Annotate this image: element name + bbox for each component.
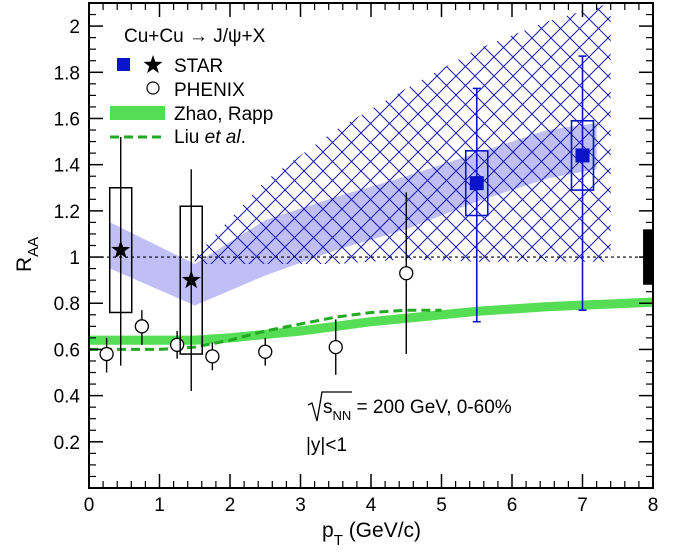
x-axis-title-unit: (GeV/c) (343, 519, 421, 542)
legend-zhao-label: Zhao, Rapp (174, 104, 273, 125)
legend-title: Cu+Cu → J/ψ+X (124, 26, 266, 47)
x-tick-label: 5 (436, 495, 447, 516)
energy-rest: = 200 GeV, 0-60% (351, 397, 511, 418)
y-tick-label: 0.8 (54, 294, 80, 315)
energy-sqrt-s: s (323, 397, 333, 418)
phenix-point (169, 337, 185, 352)
legend-liu-italic: et al (205, 127, 242, 148)
y-tick-label: 1.4 (54, 156, 81, 177)
x-tick-label: 8 (648, 495, 659, 516)
phenix-point (134, 319, 150, 334)
y-tick-label: 1.8 (54, 63, 80, 84)
x-axis-title-main: p (322, 519, 334, 542)
phenix-point (399, 266, 414, 281)
phenix-point (205, 349, 220, 364)
y-tick-label: 0.2 (54, 433, 80, 454)
legend-phenix-label: PHENIX (174, 80, 245, 101)
square-sys-box (464, 150, 489, 217)
legend-star-label: STAR (174, 56, 223, 77)
legend-star-icon (143, 55, 163, 74)
rapidity-label: |y|<1 (306, 435, 347, 456)
x-tick-label: 7 (577, 495, 588, 516)
zhao-rapp-band (89, 297, 653, 345)
x-tick-label: 6 (507, 495, 518, 516)
ticks-layer: 0 1 2 3 4 5 6 7 8 0.2 0.4 0.6 0.8 1 1.2 1.4 1.6 1.8 2 (54, 3, 659, 516)
y-tick-label: 2 (69, 17, 80, 38)
y-tick-label: 0.4 (54, 387, 81, 408)
y-tick-label: 1 (69, 248, 80, 269)
legend-liu-label: Liu et al. (174, 127, 246, 148)
y-axis-title-sub: AA (25, 237, 42, 257)
energy-label: sNN = 200 GeV, 0-60% (323, 397, 512, 423)
x-tick-label: 3 (295, 495, 306, 516)
y-tick-label: 1.6 (54, 109, 80, 130)
y-tick-label: 1.2 (54, 202, 80, 223)
y-tick-label: 0.6 (54, 340, 80, 361)
x-tick-label: 0 (84, 495, 95, 516)
phenix-point (328, 339, 343, 355)
energy-annotation: sNN = 200 GeV, 0-60% |y|<1 (306, 391, 512, 456)
x-axis-title: pT (GeV/c) (322, 519, 421, 549)
star-sys-box (108, 187, 133, 314)
x-tick-label: 2 (225, 495, 236, 516)
legend-liu-prefix: Liu (174, 127, 205, 148)
x-tick-label: 1 (154, 495, 165, 516)
star-point (181, 270, 201, 289)
legend-star-square-marker (117, 58, 130, 71)
legend-phenix-marker (146, 81, 160, 95)
legend-zhao-swatch (110, 106, 165, 120)
plot-area (89, 3, 653, 391)
band-layer (89, 3, 653, 351)
square-point (575, 148, 590, 163)
sqrt-symbol (307, 391, 352, 422)
energy-sub-nn: NN (333, 408, 352, 423)
star-sys-box (179, 205, 203, 355)
y-axis-title-main: R (13, 257, 36, 272)
x-tick-label: 4 (366, 495, 377, 516)
phenix-point (258, 344, 273, 359)
square-point (469, 176, 484, 191)
model-hatched-band (194, 3, 611, 264)
phenix-point (99, 346, 114, 362)
legend-liu-suffix: . (241, 127, 246, 148)
x-axis-title-sub: T (334, 532, 343, 549)
star-point (111, 240, 131, 259)
y-axis-title: RAA (13, 237, 42, 272)
square-sys-box (570, 119, 595, 191)
legend: Cu+Cu → J/ψ+X STAR PHENIX Zhao, Rapp Liu… (110, 26, 273, 148)
